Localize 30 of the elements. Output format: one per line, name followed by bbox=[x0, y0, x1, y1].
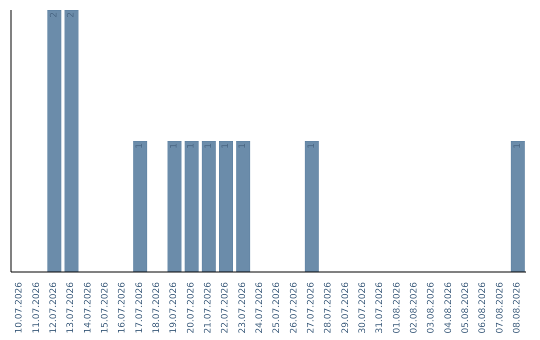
x-tick-label: 26.07.2026 bbox=[289, 282, 300, 334]
x-tick-label: 05.08.2026 bbox=[460, 282, 471, 334]
x-tick-label: 14.07.2026 bbox=[83, 282, 94, 334]
x-tick-label: 13.07.2026 bbox=[66, 282, 76, 334]
x-tick-label: 01.08.2026 bbox=[392, 282, 402, 334]
x-tick-label: 21.07.2026 bbox=[203, 282, 214, 334]
x-tick-label: 28.07.2026 bbox=[324, 282, 334, 334]
x-tick-label: 27.07.2026 bbox=[306, 282, 316, 334]
x-tick-label: 22.07.2026 bbox=[220, 282, 231, 334]
x-tick-label: 12.07.2026 bbox=[48, 282, 59, 334]
x-tick-label: 04.08.2026 bbox=[444, 282, 454, 334]
x-tick-label: 08.08.2026 bbox=[512, 282, 522, 334]
x-tick-label: 06.08.2026 bbox=[478, 282, 488, 334]
x-tick-label: 31.07.2026 bbox=[375, 282, 386, 334]
x-tick-label: 17.07.2026 bbox=[134, 282, 145, 334]
x-tick-label: 18.07.2026 bbox=[152, 282, 162, 334]
x-tick-label: 25.07.2026 bbox=[272, 282, 282, 334]
x-tick-label: 20.07.2026 bbox=[186, 282, 196, 334]
x-tick-label: 19.07.2026 bbox=[169, 282, 180, 334]
x-tick-label: 15.07.2026 bbox=[100, 282, 110, 334]
x-tick-label: 03.08.2026 bbox=[426, 282, 437, 334]
x-tick-label: 29.07.2026 bbox=[340, 282, 351, 334]
x-tick-label: 30.07.2026 bbox=[358, 282, 368, 334]
x-tick-label: 02.08.2026 bbox=[409, 282, 420, 334]
x-tick-label: 16.07.2026 bbox=[118, 282, 128, 334]
x-tick-label: 10.07.2026 bbox=[14, 282, 25, 334]
x-tick-label: 07.08.2026 bbox=[495, 282, 506, 334]
x-tick-label: 24.07.2026 bbox=[254, 282, 265, 334]
x-tick-label: 11.07.2026 bbox=[32, 282, 42, 334]
x-tick-label: 23.07.2026 bbox=[238, 282, 248, 334]
